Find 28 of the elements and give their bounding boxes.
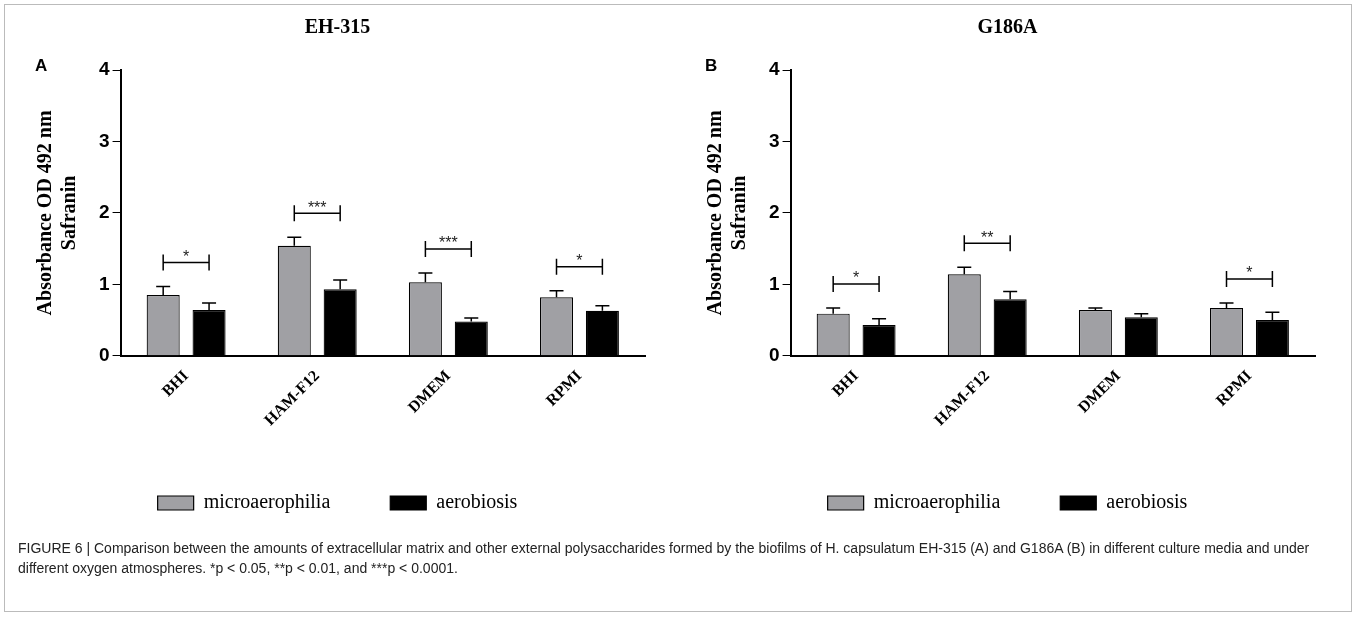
y-tick-label: 1 <box>768 272 780 294</box>
legend-label: microaerophilia <box>203 490 331 514</box>
annotation: ** <box>981 228 994 246</box>
text: A <box>35 56 48 76</box>
annotation: * <box>576 252 583 270</box>
y-tick-label: 2 <box>98 201 110 223</box>
legend-label: microaerophilia <box>873 490 1001 514</box>
y-axis-title: Absorbance OD 492 nm Safranin <box>33 110 80 316</box>
y-tick-label: 3 <box>768 129 780 151</box>
legend-label: aerobiosis <box>1106 490 1188 513</box>
annotation: *** <box>307 198 327 216</box>
caption: FIGURE 6 | Comparison between the amounts of extracellular matrix and other external polysaccharides formed by the biofilms of H. capsulatum EH-315 (A) and G186A (B) in different culture media and under different oxygen atmospheres. *p < 0.05, **p < 0.01, and ***p < 0.0001. <box>18 539 1311 579</box>
legend-label: aerobiosis <box>436 490 518 513</box>
annotation: * <box>183 247 190 265</box>
y-tick-label: 3 <box>98 129 110 151</box>
y-tick-label: 2 <box>768 201 780 223</box>
y-tick-label: 4 <box>98 58 110 80</box>
y-axis-title: Absorbance OD 492 nm Safranin <box>703 110 750 316</box>
chart-title: EH-315 <box>304 15 371 38</box>
chart-title: G186A <box>977 15 1039 38</box>
text: B <box>705 56 718 76</box>
y-tick-label: 1 <box>98 272 110 294</box>
y-tick-label: 0 <box>98 344 110 366</box>
annotation: * <box>1246 264 1253 282</box>
annotation: *** <box>438 234 458 252</box>
annotation: * <box>853 269 860 287</box>
y-tick-label: 0 <box>768 344 780 366</box>
y-tick-label: 4 <box>768 58 780 80</box>
